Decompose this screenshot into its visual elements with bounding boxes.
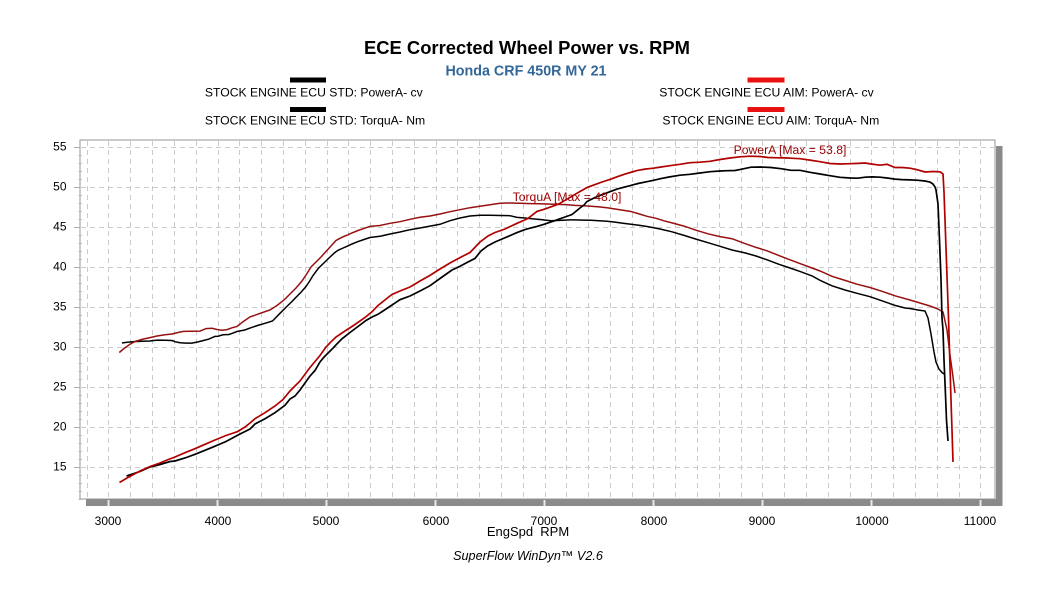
svg-text:ECE Corrected Wheel Power vs.: ECE Corrected Wheel Power vs. RPM xyxy=(364,37,690,58)
svg-text:STOCK ENGINE ECU AIM: TorquA-: STOCK ENGINE ECU AIM: TorquA- Nm xyxy=(662,114,879,128)
svg-text:Honda CRF 450R MY 21: Honda CRF 450R MY 21 xyxy=(445,64,606,80)
svg-text:EngSpd RPM: EngSpd RPM xyxy=(487,524,569,539)
svg-text:15: 15 xyxy=(53,460,67,474)
svg-text:50: 50 xyxy=(53,180,67,194)
svg-text:3000: 3000 xyxy=(95,514,122,528)
svg-text:45: 45 xyxy=(53,220,67,234)
svg-text:PowerA [Max = 53.8]: PowerA [Max = 53.8] xyxy=(734,143,847,157)
svg-text:55: 55 xyxy=(53,140,67,154)
svg-text:8000: 8000 xyxy=(641,514,668,528)
svg-text:TorquA [Max = 48.0]: TorquA [Max = 48.0] xyxy=(513,190,622,204)
svg-text:40: 40 xyxy=(53,260,67,274)
svg-text:7000: 7000 xyxy=(531,514,558,528)
svg-text:30: 30 xyxy=(53,340,67,354)
svg-text:4000: 4000 xyxy=(205,514,232,528)
svg-text:STOCK ENGINE ECU AIM: PowerA-: STOCK ENGINE ECU AIM: PowerA- cv xyxy=(659,86,874,100)
svg-text:11000: 11000 xyxy=(964,514,997,528)
svg-text:9000: 9000 xyxy=(749,514,776,528)
svg-text:10000: 10000 xyxy=(855,514,889,528)
svg-text:STOCK ENGINE ECU STD: TorquA-: STOCK ENGINE ECU STD: TorquA- Nm xyxy=(205,114,425,128)
svg-text:STOCK ENGINE ECU STD: PowerA-: STOCK ENGINE ECU STD: PowerA- cv xyxy=(205,86,424,100)
svg-text:5000: 5000 xyxy=(313,514,340,528)
svg-text:SuperFlow WinDyn™ V2.6: SuperFlow WinDyn™ V2.6 xyxy=(453,549,603,563)
svg-text:20: 20 xyxy=(53,420,67,434)
svg-text:35: 35 xyxy=(53,300,67,314)
svg-text:6000: 6000 xyxy=(423,514,450,528)
svg-text:25: 25 xyxy=(53,380,67,394)
